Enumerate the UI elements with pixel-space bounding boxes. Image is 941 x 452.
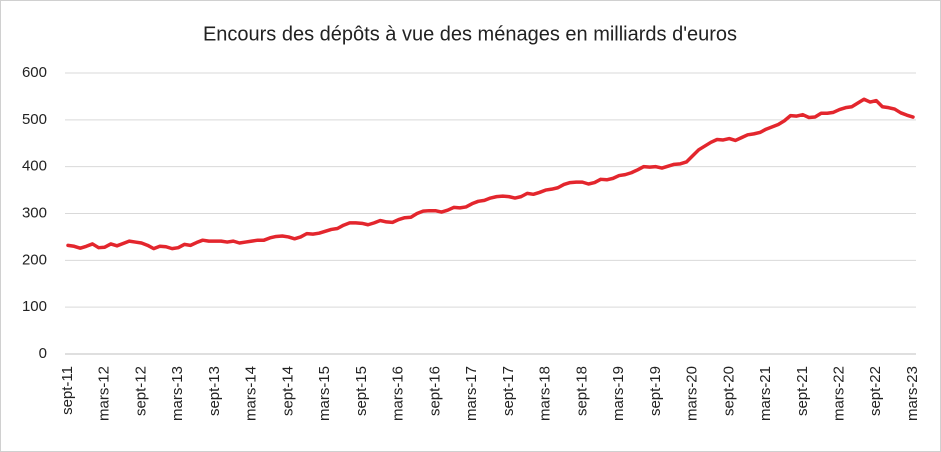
x-tick-label: sept-18 xyxy=(573,366,590,416)
x-tick-label: sept-11 xyxy=(59,366,76,415)
y-tick-label: 400 xyxy=(22,158,47,175)
x-tick-label: mars-18 xyxy=(537,366,554,421)
x-tick-label: mars-16 xyxy=(390,366,407,421)
x-tick-label: mars-23 xyxy=(904,366,921,421)
y-tick-label: 200 xyxy=(22,251,47,268)
x-tick-label: sept-21 xyxy=(794,366,811,416)
x-tick-label: mars-19 xyxy=(610,366,627,421)
x-tick-label: sept-16 xyxy=(426,366,443,416)
x-tick-label: sept-17 xyxy=(500,366,517,416)
y-tick-label: 0 xyxy=(39,345,47,362)
x-tick-label: sept-13 xyxy=(206,366,223,416)
y-tick-label: 100 xyxy=(22,298,47,315)
y-tick-label: 600 xyxy=(22,64,47,81)
x-tick-label: mars-14 xyxy=(243,366,260,421)
x-tick-label: mars-15 xyxy=(316,366,333,421)
x-tick-label: mars-12 xyxy=(96,366,113,421)
line-series xyxy=(66,97,915,251)
x-tick-label: sept-22 xyxy=(867,366,884,416)
x-tick-label: sept-14 xyxy=(279,366,296,416)
x-tick-label: sept-20 xyxy=(720,366,737,416)
y-tick-label: 300 xyxy=(22,204,47,221)
y-tick-label: 500 xyxy=(22,111,47,128)
x-tick-label: sept-19 xyxy=(647,366,664,416)
x-tick-label: mars-20 xyxy=(684,366,701,421)
x-tick-label: mars-13 xyxy=(169,366,186,421)
chart-title: Encours des dépôts à vue des ménages en … xyxy=(203,23,737,45)
x-tick-label: mars-21 xyxy=(757,366,774,421)
x-tick-label: mars-22 xyxy=(830,366,847,421)
x-tick-label: sept-15 xyxy=(353,366,370,416)
x-tick-label: sept-12 xyxy=(132,366,149,416)
x-tick-label: mars-17 xyxy=(463,366,480,421)
